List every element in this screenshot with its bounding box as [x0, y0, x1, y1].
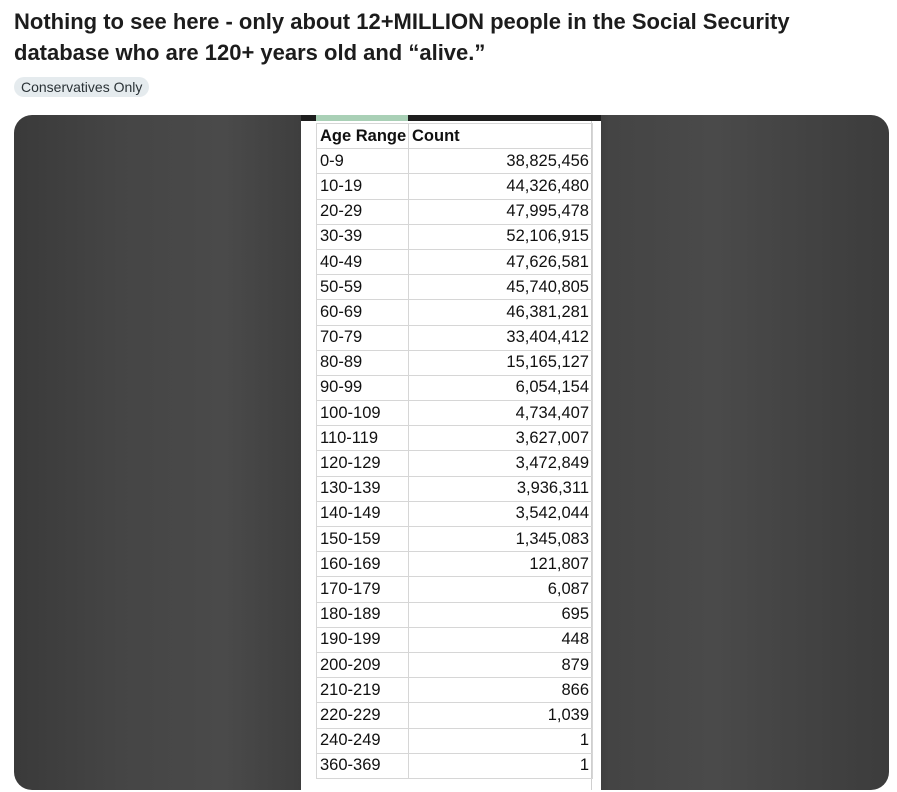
age-range-cell: 90-99	[316, 374, 409, 402]
count-cell: 121,807	[408, 551, 593, 578]
count-cell: 44,326,480	[408, 173, 593, 200]
table-row: 60-69 46,381,281	[316, 299, 593, 326]
count-cell: 866	[408, 677, 593, 704]
age-range-cell: 120-129	[316, 450, 409, 477]
age-range-cell: 80-89	[316, 349, 409, 376]
count-cell: 3,627,007	[408, 425, 593, 452]
count-cell: 46,381,281	[408, 299, 593, 326]
table-row: 210-219 866	[316, 677, 593, 704]
table-row: 360-369 1	[316, 752, 593, 779]
age-range-cell: 180-189	[316, 601, 409, 628]
table-row: 110-119 3,627,007	[316, 425, 593, 452]
count-cell: 1	[408, 752, 593, 779]
count-cell: 3,542,044	[408, 500, 593, 528]
age-range-cell: 360-369	[316, 752, 409, 779]
age-range-cell: 170-179	[316, 576, 409, 603]
table-row: 140-149 3,542,044	[316, 500, 593, 528]
table-row: 10-19 44,326,480	[316, 173, 593, 200]
spreadsheet-header-bar	[301, 115, 601, 121]
age-range-cell: 200-209	[316, 651, 409, 679]
age-range-cell: 210-219	[316, 677, 409, 704]
table-row: 130-139 3,936,311	[316, 475, 593, 502]
age-range-cell: 140-149	[316, 500, 409, 528]
table-row: 160-169 121,807	[316, 551, 593, 578]
count-cell: 52,106,915	[408, 223, 593, 250]
age-range-cell: 10-19	[316, 173, 409, 200]
count-cell: 1,345,083	[408, 525, 593, 553]
table-row: 190-199 448	[316, 626, 593, 653]
table-row: 70-79 33,404,412	[316, 324, 593, 351]
age-range-cell: 240-249	[316, 727, 409, 754]
count-cell: 47,995,478	[408, 198, 593, 225]
table-row: 20-29 47,995,478	[316, 198, 593, 225]
table-row: 80-89 15,165,127	[316, 349, 593, 376]
selected-column-indicator	[316, 115, 408, 121]
table-row: 90-99 6,054,154	[316, 374, 593, 402]
table-row: 50-59 45,740,805	[316, 274, 593, 301]
table-row: 120-129 3,472,849	[316, 450, 593, 477]
count-cell: 448	[408, 626, 593, 653]
count-cell: 47,626,581	[408, 248, 593, 276]
count-cell: 6,087	[408, 576, 593, 603]
age-range-cell: 70-79	[316, 324, 409, 351]
age-range-cell: 30-39	[316, 223, 409, 250]
age-range-cell: 60-69	[316, 299, 409, 326]
age-range-cell: 0-9	[316, 148, 409, 175]
table-row: 0-9 38,825,456	[316, 148, 593, 175]
age-range-cell: 160-169	[316, 551, 409, 578]
age-range-cell: 50-59	[316, 274, 409, 301]
count-cell: 695	[408, 601, 593, 628]
age-range-cell: 220-229	[316, 702, 409, 729]
table-row: 150-159 1,345,083	[316, 525, 593, 553]
age-range-cell: 40-49	[316, 248, 409, 276]
count-cell: 879	[408, 651, 593, 679]
count-cell: 1,039	[408, 702, 593, 729]
table-row: 180-189 695	[316, 601, 593, 628]
age-range-cell: 190-199	[316, 626, 409, 653]
column-header-count: Count	[408, 122, 593, 150]
count-cell: 3,472,849	[408, 450, 593, 477]
post-title[interactable]: Nothing to see here - only about 12+MILL…	[14, 9, 790, 65]
table-header-row: Age Range Count	[316, 122, 593, 150]
table-row: 30-39 52,106,915	[316, 223, 593, 250]
count-cell: 6,054,154	[408, 374, 593, 402]
age-range-cell: 20-29	[316, 198, 409, 225]
table-row: 220-229 1,039	[316, 702, 593, 729]
count-cell: 38,825,456	[408, 148, 593, 175]
age-range-cell: 110-119	[316, 425, 409, 452]
age-range-cell: 150-159	[316, 525, 409, 553]
column-header-age-range: Age Range	[316, 122, 409, 150]
table-body: 0-9 38,825,456 10-19 44,326,480 20-29 47,995,…	[316, 148, 593, 779]
table-row: 240-249 1	[316, 727, 593, 754]
count-cell: 3,936,311	[408, 475, 593, 502]
count-cell: 15,165,127	[408, 349, 593, 376]
age-count-table: Age Range Count 0-9 38,825,456 10-19 44,326…	[316, 122, 593, 779]
spreadsheet-screenshot: Age Range Count 0-9 38,825,456 10-19 44,326…	[301, 115, 601, 790]
post-flair[interactable]: Conservatives Only	[14, 77, 150, 97]
table-row: 100-109 4,734,407	[316, 400, 593, 427]
table-row: 200-209 879	[316, 651, 593, 679]
post-image[interactable]: Age Range Count 0-9 38,825,456 10-19 44,326…	[14, 115, 889, 790]
count-cell: 4,734,407	[408, 400, 593, 427]
count-cell: 33,404,412	[408, 324, 593, 351]
table-row: 40-49 47,626,581	[316, 248, 593, 276]
count-cell: 45,740,805	[408, 274, 593, 301]
age-range-cell: 130-139	[316, 475, 409, 502]
age-range-cell: 100-109	[316, 400, 409, 427]
table-row: 170-179 6,087	[316, 576, 593, 603]
count-cell: 1	[408, 727, 593, 754]
